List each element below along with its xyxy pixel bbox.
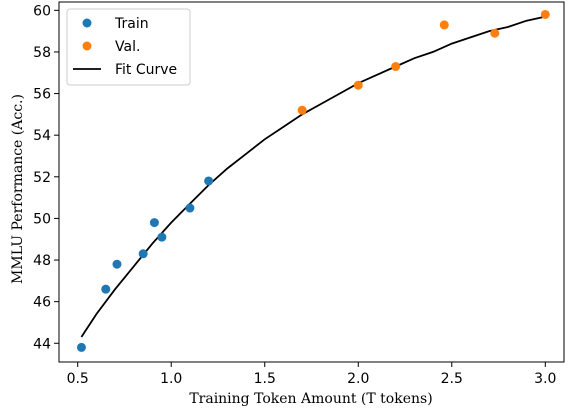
x-tick-label: 1.0 xyxy=(160,371,182,387)
y-tick-label: 50 xyxy=(33,211,51,227)
fit-curve-layer xyxy=(80,15,546,338)
y-axis-title: MMLU Performance (Acc.) xyxy=(10,94,26,284)
legend-marker-train xyxy=(82,18,92,28)
legend: Train Val. Fit Curve xyxy=(66,8,191,86)
legend-box xyxy=(66,8,191,86)
y-tick-label: 54 xyxy=(33,128,51,144)
x-tick-label: 3.0 xyxy=(534,371,556,387)
y-axis: 44 46 48 50 52 54 56 58 60 xyxy=(33,3,59,352)
val-point xyxy=(540,9,550,19)
x-tick-label: 2.0 xyxy=(347,371,369,387)
train-point xyxy=(204,176,214,186)
y-tick-label: 52 xyxy=(33,170,51,186)
x-tick-label: 0.5 xyxy=(67,371,89,387)
train-point xyxy=(149,218,159,228)
x-tick-label: 1.5 xyxy=(254,371,276,387)
val-point xyxy=(490,28,500,38)
legend-marker-val xyxy=(82,41,92,51)
y-tick-label: 58 xyxy=(33,45,51,61)
val-point xyxy=(353,80,363,90)
train-point xyxy=(112,259,122,269)
y-tick-label: 44 xyxy=(33,336,51,352)
train-point xyxy=(76,342,86,352)
fit-curve-line xyxy=(80,15,546,338)
val-point xyxy=(391,62,401,72)
y-tick-label: 56 xyxy=(33,87,51,103)
x-tick-label: 2.5 xyxy=(441,371,463,387)
plot-area-frame xyxy=(58,1,565,363)
x-axis: 0.5 1.0 1.5 2.0 2.5 3.0 xyxy=(67,362,556,387)
train-point xyxy=(157,232,167,242)
y-tick-label: 48 xyxy=(33,253,51,269)
train-point xyxy=(138,249,148,259)
train-point xyxy=(185,203,195,213)
val-point xyxy=(439,20,449,30)
legend-label-fit: Fit Curve xyxy=(115,62,177,78)
y-tick-label: 46 xyxy=(33,295,51,311)
y-tick-label: 60 xyxy=(33,3,51,19)
train-point xyxy=(101,284,111,294)
points-layer xyxy=(76,9,550,352)
legend-label-val: Val. xyxy=(115,39,140,55)
legend-label-train: Train xyxy=(114,16,149,32)
val-point xyxy=(297,105,307,115)
x-axis-title: Training Token Amount (T tokens) xyxy=(189,391,432,407)
